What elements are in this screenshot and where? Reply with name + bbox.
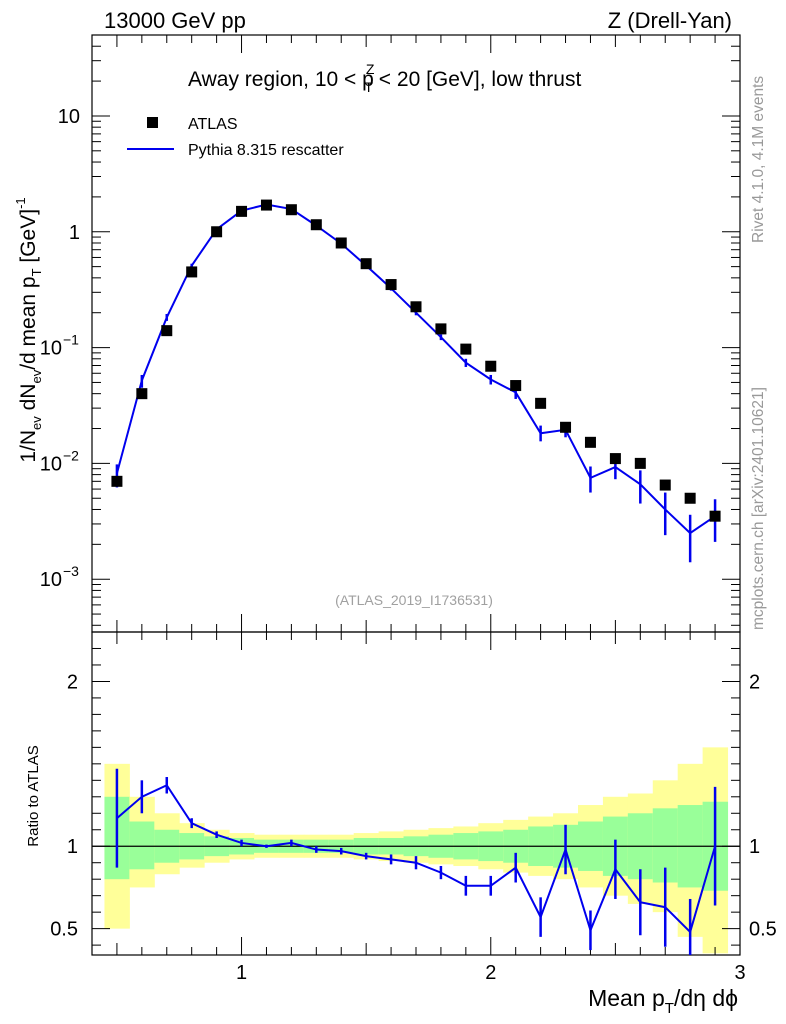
ratio-y-tick-label-left: 1 (67, 836, 78, 858)
ratio-band-green (129, 821, 155, 870)
atlas-point (609, 453, 621, 465)
atlas-point (535, 397, 547, 409)
y-tick-exponent: −3 (63, 563, 79, 579)
legend-atlas-marker (147, 117, 158, 128)
atlas-point (111, 475, 123, 487)
ratio-pythia-line (116, 783, 717, 934)
ratio-y-tick-label-right: 2 (749, 671, 760, 693)
y-tick-label: 10 (40, 338, 62, 360)
y-tick-label: 10 (40, 453, 62, 475)
legend-pythia-label: Pythia 8.315 rescatter (188, 142, 344, 159)
x-tick-label: 2 (485, 962, 496, 984)
atlas-point (161, 325, 173, 337)
rivet-label: Rivet 4.1.0, 4.1M events (750, 76, 767, 243)
y-tick-label: 1 (69, 222, 80, 244)
x-tick-label: 3 (734, 962, 745, 984)
pythia-line (115, 203, 716, 535)
atlas-point (236, 205, 248, 217)
atlas-point (584, 436, 596, 448)
atlas-point (560, 421, 572, 433)
atlas-point (211, 226, 223, 238)
atlas-point (310, 219, 322, 231)
ratio-y-tick-label-left: 2 (67, 671, 78, 693)
ratio-ylabel: Ratio to ATLAS (25, 745, 42, 846)
header-right: Z (Drell-Yan) (608, 8, 732, 33)
mcplots-label: mcplots.cern.ch [arXiv:2401.10621] (750, 387, 767, 630)
atlas-point (510, 380, 522, 392)
legend-atlas-label: ATLAS (188, 116, 238, 133)
ratio-y-tick-label-right: 0.5 (749, 919, 777, 941)
xlabel: Mean pT/dη dϕ (588, 985, 738, 1017)
y-tick-exponent: −1 (63, 332, 79, 348)
atlas-point (485, 360, 497, 372)
atlas-point (410, 301, 422, 313)
atlas-point (136, 388, 148, 400)
atlas-point (709, 510, 721, 522)
main-ylabel: 1/Nev dNev/d mean pT [GeV]-1 (13, 197, 44, 462)
x-tick-label: 1 (236, 962, 247, 984)
analysis-watermark: (ATLAS_2019_I1736531) (335, 592, 493, 608)
atlas-point (335, 237, 347, 249)
atlas-point (385, 279, 397, 291)
atlas-point (260, 199, 272, 211)
atlas-point (659, 479, 671, 491)
main-title: Away region, 10 < pZ T < 20 [GeV], low th… (188, 61, 581, 95)
y-tick-exponent: −2 (63, 447, 79, 463)
y-tick-label: 10 (58, 106, 80, 128)
atlas-point (634, 457, 646, 469)
ratio-y-tick-label-right: 1 (749, 836, 760, 858)
atlas-point (186, 266, 198, 278)
atlas-point (360, 258, 372, 270)
ratio-y-tick-label-left: 0.5 (50, 919, 78, 941)
atlas-point (460, 343, 472, 355)
atlas-point (684, 492, 696, 504)
y-tick-label: 10 (40, 569, 62, 591)
atlas-point (285, 204, 297, 216)
header-left: 13000 GeV pp (104, 8, 246, 33)
atlas-point (435, 323, 447, 335)
